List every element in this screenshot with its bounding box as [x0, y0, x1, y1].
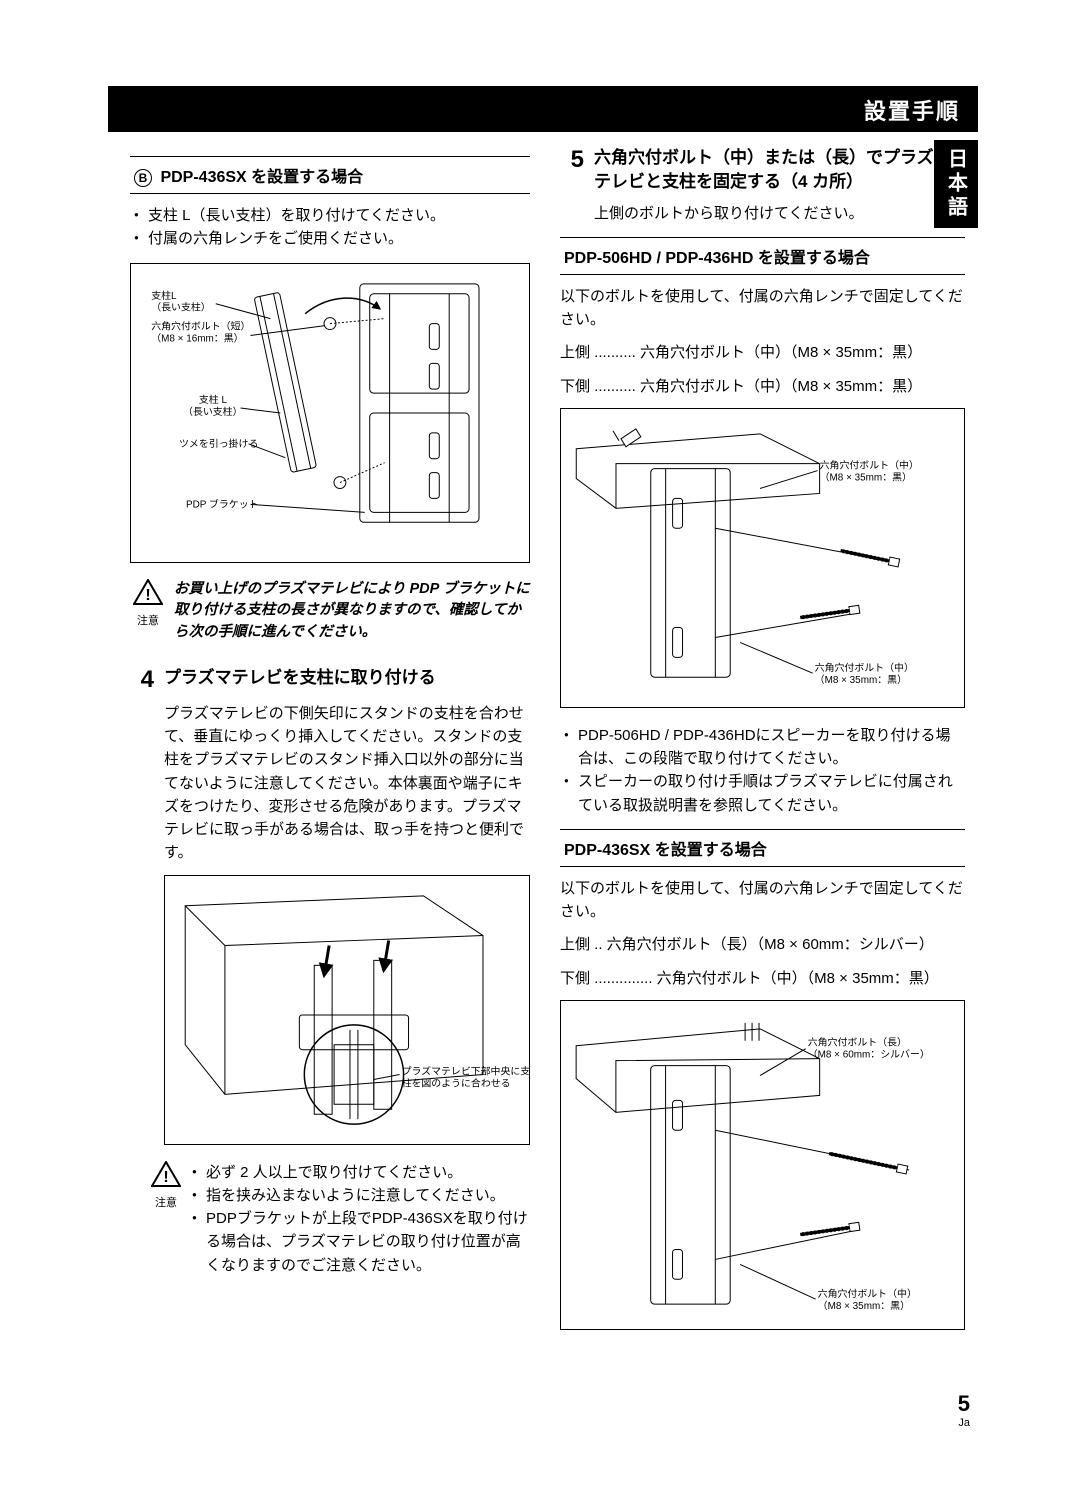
svg-text:（長い支柱）: （長い支柱） — [183, 404, 243, 417]
caution-label: 注意 — [130, 612, 166, 628]
list-item: PDPブラケットが上段でPDP-436SXを取り付ける場合は、プラズマテレビの取… — [192, 1207, 530, 1277]
list-item: 付属の六角レンチをご使用ください。 — [134, 227, 530, 250]
step5-header: 5 六角穴付ボルト（中）または（長）でプラズマテレビと支柱を固定する（4 カ所） — [560, 146, 965, 194]
section-506-header: PDP-506HD / PDP-436HD を設置する場合 — [560, 237, 965, 275]
warning-icon: ! 注意 — [130, 579, 166, 628]
bolt-spec-lower: 下側 .......... 六角穴付ボルト（中）（M8 × 35mm：黒） — [560, 375, 965, 398]
right-column: 5 六角穴付ボルト（中）または（長）でプラズマテレビと支柱を固定する（4 カ所）… — [560, 146, 965, 1346]
svg-text:支柱 L: 支柱 L — [199, 393, 228, 406]
list-item: 指を挟み込まないように注意してください。 — [192, 1184, 530, 1207]
svg-text:（M8 × 16mm：黒）: （M8 × 16mm：黒） — [151, 332, 243, 344]
figure-bracket-assembly: 支柱L （長い支柱） 六角穴付ボルト（短） （M8 × 16mm：黒） 支柱 L… — [130, 263, 530, 563]
list-item: 支柱 L（長い支柱）を取り付けてください。 — [134, 204, 530, 227]
bolt-spec-lower-436: 下側 .............. 六角穴付ボルト（中）（M8 × 35mm：黒… — [560, 967, 965, 990]
figure-436-bolts: 六角穴付ボルト（長） （M8 × 60mm：シルバー） 六角穴付ボルト（中） （… — [560, 1000, 965, 1330]
svg-text:支柱L: 支柱L — [151, 288, 177, 301]
list-item: 必ず 2 人以上で取り付けてください。 — [192, 1161, 530, 1184]
svg-text:ツメを引っ掛ける: ツメを引っ掛ける — [179, 436, 258, 449]
svg-text:六角穴付ボルト（中）: 六角穴付ボルト（中） — [815, 661, 914, 674]
section-b-title: PDP-436SX を設置する場合 — [160, 169, 363, 186]
section-436-body: 以下のボルトを使用して、付属の六角レンチで固定してください。 — [560, 877, 965, 924]
step5-sub: 上側のボルトから取り付けてください。 — [594, 202, 965, 225]
step-number: 5 — [560, 146, 584, 174]
svg-text:六角穴付ボルト（中）: 六角穴付ボルト（中） — [818, 1287, 917, 1300]
warning-icon: ! 注意 — [148, 1161, 184, 1210]
svg-text:六角穴付ボルト（中）: 六角穴付ボルト（中） — [820, 458, 919, 471]
svg-text:（M8 × 60mm：シルバー）: （M8 × 60mm：シルバー） — [808, 1048, 930, 1060]
page-number: 5 Ja — [958, 1391, 970, 1429]
svg-text:（M8 × 35mm：黒）: （M8 × 35mm：黒） — [820, 471, 912, 483]
bolt-spec-upper: 上側 .......... 六角穴付ボルト（中）（M8 × 35mm：黒） — [560, 341, 965, 364]
page-lang: Ja — [958, 1417, 970, 1429]
caution-bullets: 必ず 2 人以上で取り付けてください。 指を挟み込まないように注意してください。… — [192, 1161, 530, 1277]
badge-b: B — [134, 169, 152, 187]
page-num-value: 5 — [958, 1391, 970, 1416]
section-506-body: 以下のボルトを使用して、付属の六角レンチで固定してください。 — [560, 285, 965, 332]
list-item: スピーカーの取り付け手順はプラズマテレビに付属されている取扱説明書を参照してくだ… — [564, 770, 965, 817]
caution-label: 注意 — [148, 1194, 184, 1210]
left-column: B PDP-436SX を設置する場合 支柱 L（長い支柱）を取り付けてください… — [130, 156, 530, 1299]
caution-two-people: ! 注意 必ず 2 人以上で取り付けてください。 指を挟み込まないように注意して… — [148, 1161, 530, 1277]
svg-text:（長い支柱）: （長い支柱） — [151, 300, 211, 313]
svg-text:!: ! — [145, 587, 150, 604]
svg-text:（M8 × 35mm：黒）: （M8 × 35mm：黒） — [818, 1300, 910, 1312]
section-b-bullets: 支柱 L（長い支柱）を取り付けてください。 付属の六角レンチをご使用ください。 — [134, 204, 530, 251]
svg-text:六角穴付ボルト（短）: 六角穴付ボルト（短） — [151, 319, 250, 332]
step4-title: プラズマテレビを支柱に取り付ける — [164, 666, 530, 690]
section-436-header: PDP-436SX を設置する場合 — [560, 829, 965, 867]
section-b-header: B PDP-436SX を設置する場合 — [130, 156, 530, 194]
svg-text:PDP ブラケット: PDP ブラケット — [186, 497, 259, 510]
step4-body: プラズマテレビの下側矢印にスタンドの支柱を合わせて、垂直にゆっくり挿入してくださ… — [164, 702, 530, 865]
header-bar: 設置手順 — [108, 86, 978, 132]
svg-text:!: ! — [163, 1169, 168, 1186]
section-506-notes: PDP-506HD / PDP-436HDにスピーカーを取り付ける場合は、この段… — [564, 724, 965, 817]
caution-check-length: ! 注意 お買い上げのプラズマテレビにより PDP ブラケットに取り付ける支柱の… — [130, 579, 530, 644]
svg-text:六角穴付ボルト（長）: 六角穴付ボルト（長） — [808, 1036, 907, 1049]
svg-text:柱を図のように合わせる: 柱を図のように合わせる — [402, 1076, 511, 1089]
figure-506-bolts: 六角穴付ボルト（中） （M8 × 35mm：黒） 六角穴付ボルト（中） （M8 … — [560, 408, 965, 708]
step-number: 4 — [130, 666, 154, 694]
list-item: PDP-506HD / PDP-436HDにスピーカーを取り付ける場合は、この段… — [564, 724, 965, 771]
step5-title: 六角穴付ボルト（中）または（長）でプラズマテレビと支柱を固定する（4 カ所） — [594, 146, 965, 194]
svg-text:（M8 × 35mm：黒）: （M8 × 35mm：黒） — [815, 674, 907, 686]
caution-text: お買い上げのプラズマテレビにより PDP ブラケットに取り付ける支柱の長さが異な… — [174, 579, 530, 644]
bolt-spec-upper-436: 上側 .. 六角穴付ボルト（長）（M8 × 60mm：シルバー） — [560, 933, 965, 956]
step4-header: 4 プラズマテレビを支柱に取り付ける — [130, 666, 530, 694]
svg-text:プラズマテレビ下部中央に支: プラズマテレビ下部中央に支 — [402, 1064, 529, 1077]
figure-tv-mount: プラズマテレビ下部中央に支 柱を図のように合わせる — [164, 875, 530, 1145]
